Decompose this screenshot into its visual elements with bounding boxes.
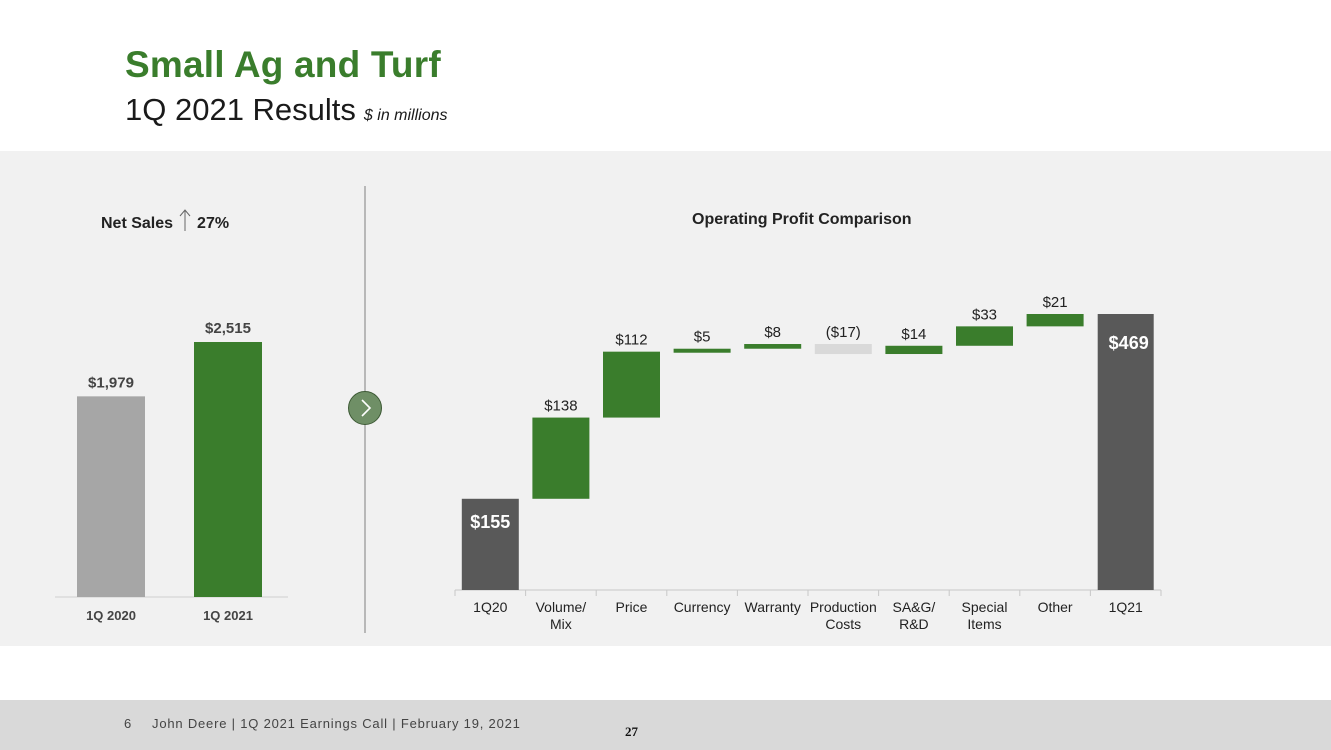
- net-sales-category-label: 1Q 2021: [203, 608, 253, 623]
- net-sales-category-label: 1Q 2020: [86, 608, 136, 623]
- net-sales-bar: [77, 396, 145, 597]
- waterfall-category-label: R&D: [899, 616, 929, 632]
- waterfall-category-label: 1Q21: [1109, 599, 1143, 615]
- waterfall-category-label: Price: [616, 599, 648, 615]
- waterfall-value-label: $8: [764, 324, 781, 341]
- operating-profit-title: Operating Profit Comparison: [692, 211, 912, 228]
- waterfall-value-label: $33: [972, 306, 997, 323]
- waterfall-value-label: $138: [544, 398, 577, 415]
- up-arrow-icon: [179, 209, 191, 236]
- waterfall-value-label: $112: [615, 332, 647, 349]
- waterfall-bar: [1026, 314, 1084, 327]
- net-sales-value-label: $1,979: [88, 374, 134, 391]
- units-note: $ in millions: [363, 107, 448, 124]
- waterfall-category-label: Warranty: [745, 599, 801, 615]
- waterfall-bar: [532, 417, 590, 499]
- waterfall-total-label: $469: [1109, 333, 1149, 353]
- page-number: 27: [625, 724, 638, 739]
- waterfall-value-label: $5: [694, 329, 711, 346]
- slide-title: Small Ag and Turf: [125, 44, 441, 85]
- footer-bar: [0, 700, 1331, 750]
- subtitle-text: 1Q 2021 Results: [125, 92, 356, 127]
- waterfall-value-label: ($17): [826, 324, 861, 341]
- waterfall-bar: [956, 326, 1013, 346]
- waterfall-category-label: 1Q20: [473, 599, 507, 615]
- next-arrow-button[interactable]: [348, 391, 382, 425]
- slide-number: 6: [124, 716, 133, 731]
- net-sales-change: 27%: [197, 215, 230, 232]
- net-sales-bar: [194, 342, 262, 597]
- waterfall-category-label: Mix: [550, 616, 572, 632]
- net-sales-title: Net Sales 27%: [101, 209, 229, 236]
- waterfall-category-label: Currency: [674, 599, 731, 615]
- chevron-right-icon: [361, 399, 372, 417]
- waterfall-category-label: SA&G/: [893, 599, 936, 615]
- waterfall-category-label: Other: [1038, 599, 1073, 615]
- waterfall-bar: [1097, 314, 1154, 590]
- waterfall-bar: [603, 351, 660, 418]
- waterfall-bar: [673, 348, 731, 353]
- waterfall-category-label: Costs: [825, 616, 861, 632]
- waterfall-category-label: Special: [962, 599, 1008, 615]
- net-sales-value-label: $2,515: [205, 320, 251, 337]
- waterfall-category-label: Items: [967, 616, 1001, 632]
- footer-caption: John Deere | 1Q 2021 Earnings Call | Feb…: [152, 716, 521, 731]
- waterfall-bar: [814, 344, 872, 355]
- waterfall-value-label: $14: [901, 326, 926, 343]
- waterfall-bar: [744, 344, 802, 349]
- net-sales-label: Net Sales: [101, 215, 174, 232]
- waterfall-bar: [461, 498, 519, 590]
- waterfall-bar: [885, 345, 943, 355]
- waterfall-value-label: $21: [1043, 294, 1068, 311]
- footer-text: 6 John Deere | 1Q 2021 Earnings Call | Fe…: [124, 716, 521, 731]
- slide-subtitle: 1Q 2021 Results $ in millions: [125, 92, 448, 128]
- waterfall-category-label: Production: [810, 599, 877, 615]
- waterfall-total-label: $155: [470, 512, 510, 532]
- waterfall-category-label: Volume/: [536, 599, 587, 615]
